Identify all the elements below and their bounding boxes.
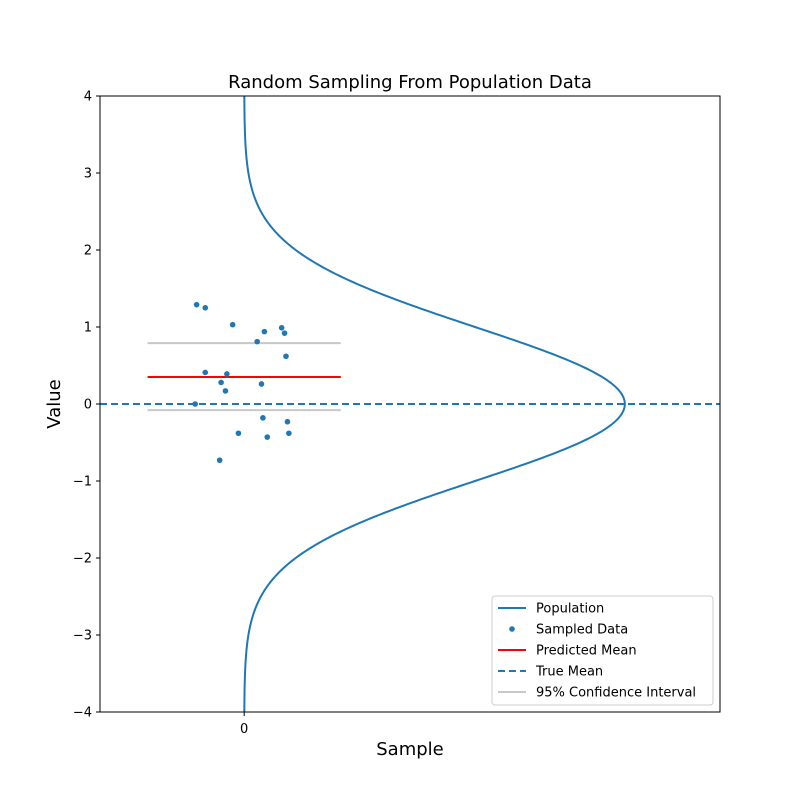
sample-point	[229, 321, 236, 328]
sample-point	[284, 418, 291, 425]
sample-point	[192, 401, 198, 407]
sample-point	[202, 369, 209, 376]
y-tick-label: 1	[84, 321, 92, 336]
sample-point	[283, 353, 289, 360]
y-tick-label: 4	[84, 90, 92, 105]
sample-point	[218, 379, 224, 386]
sample-point	[222, 388, 229, 394]
y-tick-label: 2	[84, 244, 92, 259]
sample-point	[264, 434, 271, 440]
legend-label-95-confidence-interval: 95% Confidence Interval	[536, 686, 696, 701]
sample-point	[235, 430, 242, 437]
y-tick-label: −4	[73, 706, 92, 721]
y-tick-label: −1	[73, 475, 92, 490]
plot-area	[100, 95, 720, 713]
sample-point	[224, 371, 230, 377]
legend: Population Sampled Data Predicted Mean True…	[491, 595, 714, 706]
population-curve	[243, 95, 626, 713]
y-tick-label: −2	[73, 552, 92, 567]
sample-point	[202, 304, 209, 311]
y-tick-label: −3	[73, 629, 92, 644]
sample-point	[258, 381, 265, 387]
legend-label-predicted-mean: Predicted Mean	[536, 644, 637, 659]
legend-label-population: Population	[536, 602, 604, 617]
y-tick-label: 0	[84, 398, 92, 413]
sample-point	[254, 338, 260, 345]
sample-point	[216, 457, 223, 464]
chart-title: Random Sampling From Population Data	[228, 72, 592, 93]
sample-point	[193, 301, 200, 308]
legend-label-sampled-data: Sampled Data	[536, 623, 628, 638]
legend-box	[491, 595, 714, 706]
sample-point	[260, 415, 266, 421]
x-tick-label: 0	[240, 722, 248, 737]
legend-swatch-sampled-data	[509, 626, 515, 632]
x-axis-title: Sample	[376, 739, 444, 760]
sample-point	[281, 330, 288, 336]
sample-point	[278, 324, 285, 331]
y-tick-label: 3	[84, 167, 92, 182]
y-axis-title: Value	[44, 379, 65, 428]
sample-point	[286, 430, 292, 437]
axes: −4 −3 −2 −1 0 1 2 3 4 0	[73, 90, 248, 738]
sample-point	[261, 328, 268, 335]
legend-label-true-mean: True Mean	[535, 665, 603, 680]
